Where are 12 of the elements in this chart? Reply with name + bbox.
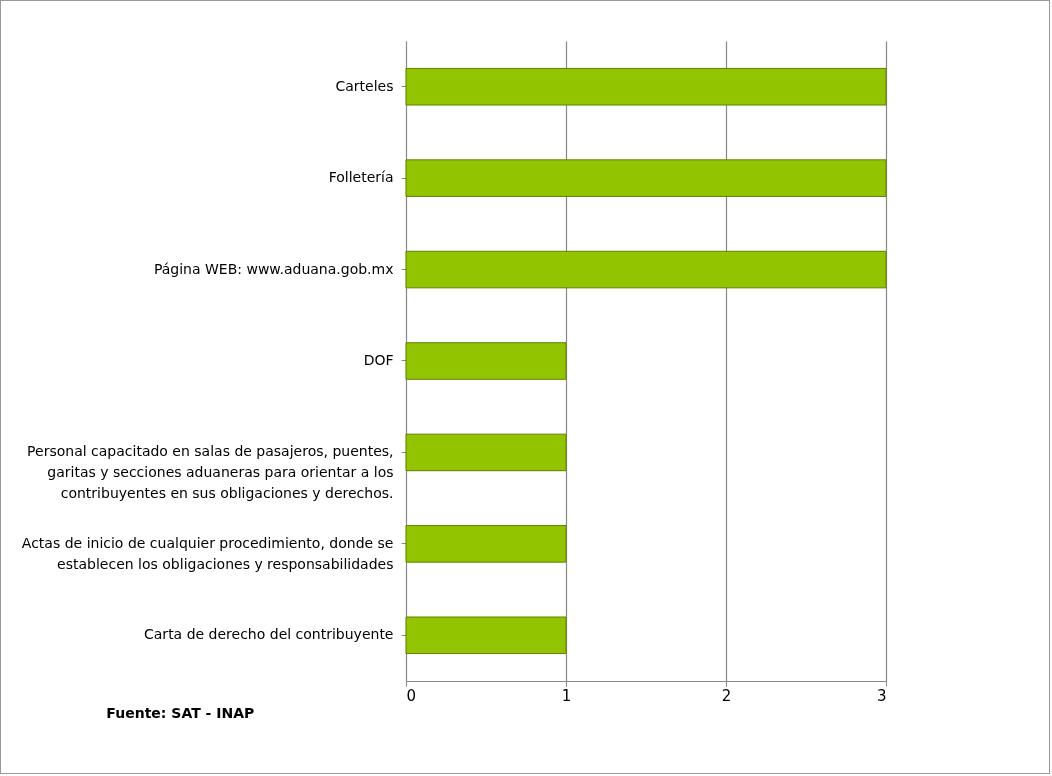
- y-tick-label: Folletería: [328, 169, 394, 186]
- y-tick-label: Personal capacitado en salas de pasajeros, puentes, garitas y secciones aduaneras para orientar a los contribuyentes en sus obligaciones y derechos.: [27, 443, 394, 502]
- y-tick-label: Carteles: [335, 77, 394, 94]
- x-tick-label: 1: [561, 686, 572, 705]
- y-tick-label: Carta de derecho del contribuyente: [144, 626, 394, 643]
- y-tick-label: DOF: [363, 352, 394, 368]
- y-tick-label: Actas de inicio de cualquier procedimiento, donde se establecen los obligaciones y responsabilidades: [21, 534, 394, 572]
- x-tick-label: 2: [721, 686, 732, 705]
- y-tick-label: Página WEB: www.aduana.gob.mx: [153, 260, 394, 277]
- source-note: Fuente: SAT - INAP: [106, 705, 255, 721]
- x-tick-label: 3: [876, 686, 887, 705]
- x-tick-label: 0: [406, 686, 417, 705]
